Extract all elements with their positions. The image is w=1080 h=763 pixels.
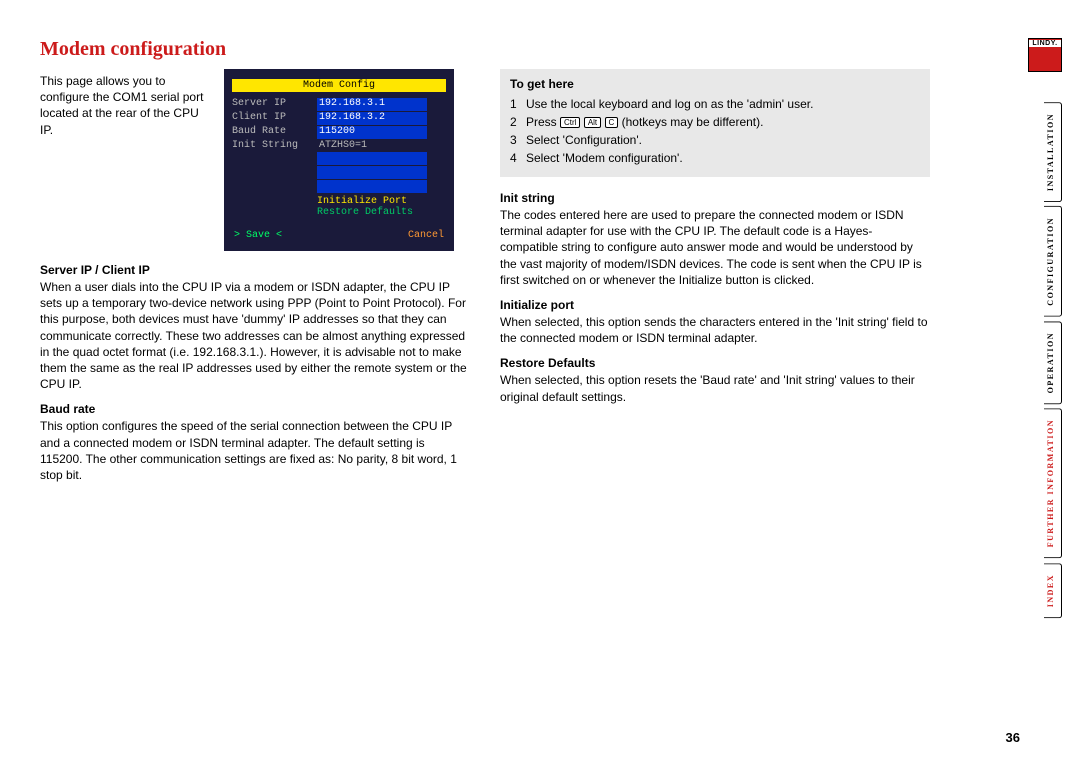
- step-number: 3: [510, 131, 520, 149]
- cancel-action: Cancel: [408, 230, 444, 241]
- config-value: 115200: [317, 126, 427, 139]
- step-number: 2: [510, 113, 520, 131]
- config-row: Client IP192.168.3.2: [232, 112, 446, 125]
- empty-field: [317, 180, 427, 193]
- page-number: 36: [1006, 730, 1020, 745]
- config-label: Server IP: [232, 98, 317, 111]
- config-row: Baud Rate115200: [232, 126, 446, 139]
- section-heading: Server IP / Client IP: [40, 263, 470, 277]
- section-body: When selected, this option sends the cha…: [500, 314, 930, 346]
- section-heading: Initialize port: [500, 298, 930, 312]
- nav-tab[interactable]: CONFIGURATION: [1044, 206, 1062, 317]
- section-body: The codes entered here are used to prepa…: [500, 207, 930, 288]
- right-column: To get here 1 Use the local keyboard and …: [500, 69, 930, 487]
- step-text: Press Ctrl Alt C (hotkeys may be differe…: [526, 113, 763, 131]
- left-column: This page allows you to configure the CO…: [40, 69, 470, 487]
- config-value: ATZHS0=1: [317, 140, 427, 151]
- step-text: Use the local keyboard and log on as the…: [526, 95, 813, 113]
- section-body: When selected, this option resets the 'B…: [500, 372, 930, 404]
- step-number: 1: [510, 95, 520, 113]
- nav-tab[interactable]: INDEX: [1044, 563, 1062, 618]
- restore-defaults-action: Restore Defaults: [317, 207, 446, 218]
- to-get-here-heading: To get here: [510, 77, 920, 91]
- section-body: This option configures the speed of the …: [40, 418, 470, 483]
- config-label: Baud Rate: [232, 126, 317, 139]
- keyboard-key: Alt: [584, 117, 601, 128]
- to-get-here-box: To get here 1 Use the local keyboard and …: [500, 69, 930, 177]
- config-row: Server IP192.168.3.1: [232, 98, 446, 111]
- instruction-step: 2 Press Ctrl Alt C (hotkeys may be differ…: [510, 113, 920, 131]
- section-heading: Init string: [500, 191, 930, 205]
- step-text: Select 'Configuration'.: [526, 131, 642, 149]
- save-action: > Save <: [234, 230, 282, 241]
- instruction-step: 4 Select 'Modem configuration'.: [510, 149, 920, 167]
- step-text: Select 'Modem configuration'.: [526, 149, 683, 167]
- initialize-port-action: Initialize Port: [317, 196, 446, 207]
- config-label: Init String: [232, 140, 317, 151]
- nav-tab[interactable]: INSTALLATION: [1044, 102, 1062, 202]
- step-number: 4: [510, 149, 520, 167]
- brand-logo: LINDY.: [1028, 38, 1062, 72]
- keyboard-key: Ctrl: [560, 117, 580, 128]
- intro-text: This page allows you to configure the CO…: [40, 69, 210, 251]
- config-value: 192.168.3.1: [317, 98, 427, 111]
- section-body: When a user dials into the CPU IP via a …: [40, 279, 470, 392]
- empty-field: [317, 166, 427, 179]
- config-row: Init StringATZHS0=1: [232, 140, 446, 151]
- config-label: Client IP: [232, 112, 317, 125]
- side-nav: LINDY. INSTALLATION CONFIGURATION OPERATIO…: [1028, 38, 1062, 622]
- keyboard-key: C: [605, 117, 619, 128]
- screenshot-title: Modem Config: [232, 79, 446, 92]
- modem-config-screenshot: Modem Config Server IP192.168.3.1Client …: [224, 69, 454, 251]
- instruction-step: 1 Use the local keyboard and log on as th…: [510, 95, 920, 113]
- instruction-step: 3 Select 'Configuration'.: [510, 131, 920, 149]
- page-title: Modem configuration: [40, 38, 930, 61]
- nav-tab[interactable]: OPERATION: [1044, 321, 1062, 404]
- section-heading: Baud rate: [40, 402, 470, 416]
- empty-field: [317, 152, 427, 165]
- section-heading: Restore Defaults: [500, 356, 930, 370]
- config-value: 192.168.3.2: [317, 112, 427, 125]
- nav-tab[interactable]: FURTHER INFORMATION: [1044, 408, 1062, 558]
